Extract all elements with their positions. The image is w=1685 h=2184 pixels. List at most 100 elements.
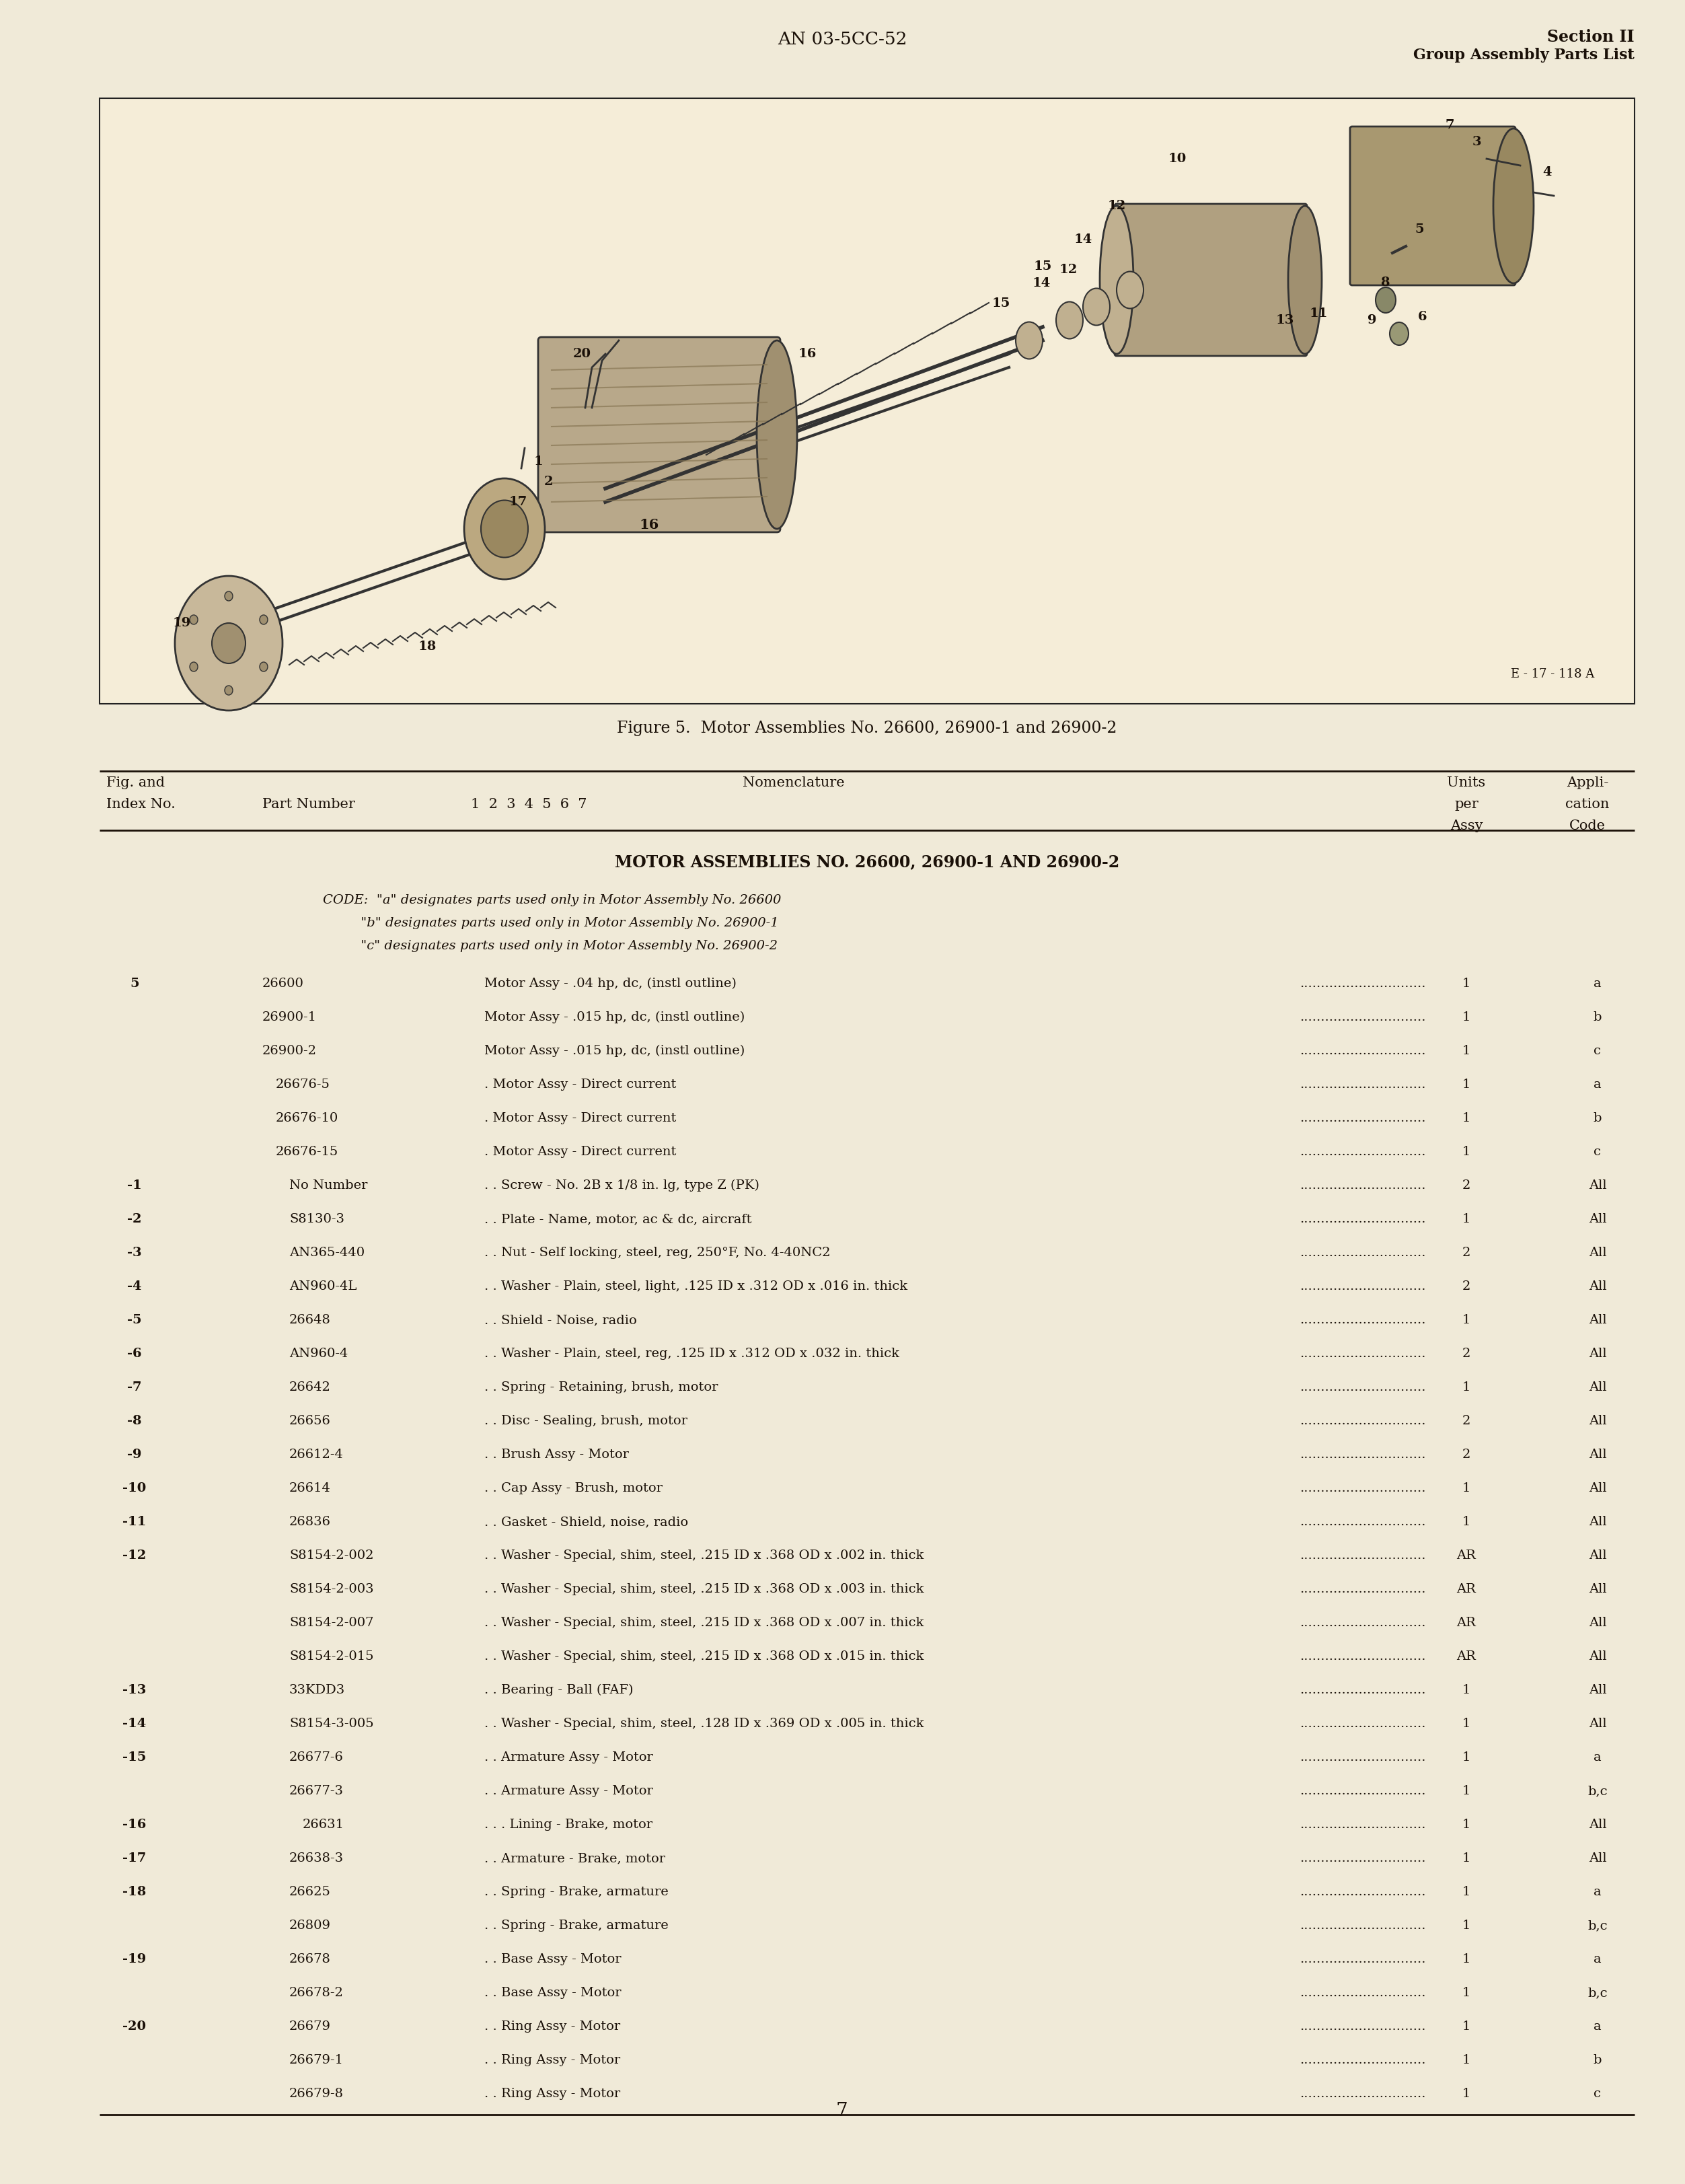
Text: All: All xyxy=(1589,1616,1606,1629)
Text: 12: 12 xyxy=(1060,264,1078,275)
Ellipse shape xyxy=(190,662,197,670)
Text: 18: 18 xyxy=(418,640,436,653)
Text: . . Washer - Special, shim, steel, .215 ID x .368 OD x .015 in. thick: . . Washer - Special, shim, steel, .215 … xyxy=(484,1651,923,1662)
Text: ..............................: .............................. xyxy=(1299,1852,1426,1865)
Text: All: All xyxy=(1589,1548,1606,1562)
Text: S8154-2-003: S8154-2-003 xyxy=(290,1583,374,1594)
Text: 1: 1 xyxy=(1463,1212,1471,1225)
Text: 26809: 26809 xyxy=(290,1920,330,1931)
Text: . . Shield - Noise, radio: . . Shield - Noise, radio xyxy=(484,1315,637,1326)
Text: -2: -2 xyxy=(128,1212,142,1225)
Text: ..............................: .............................. xyxy=(1299,1548,1426,1562)
Text: ..............................: .............................. xyxy=(1299,1380,1426,1393)
Text: AR: AR xyxy=(1456,1616,1476,1629)
Text: 11: 11 xyxy=(1309,308,1328,319)
Text: All: All xyxy=(1589,1684,1606,1697)
Text: . . Plate - Name, motor, ac & dc, aircraft: . . Plate - Name, motor, ac & dc, aircra… xyxy=(484,1212,752,1225)
Text: All: All xyxy=(1589,1415,1606,1426)
Text: . . Washer - Plain, steel, reg, .125 ID x .312 OD x .032 in. thick: . . Washer - Plain, steel, reg, .125 ID … xyxy=(484,1348,900,1361)
Text: -11: -11 xyxy=(123,1516,147,1529)
Text: All: All xyxy=(1589,1348,1606,1361)
Text: 26677-6: 26677-6 xyxy=(290,1752,344,1762)
Text: Group Assembly Parts List: Group Assembly Parts List xyxy=(1414,48,1634,63)
Text: 2: 2 xyxy=(1463,1348,1471,1361)
Text: ..............................: .............................. xyxy=(1299,1684,1426,1697)
Ellipse shape xyxy=(1493,129,1533,284)
Text: 5: 5 xyxy=(1415,223,1424,236)
Text: AN365-440: AN365-440 xyxy=(290,1247,364,1258)
Text: -4: -4 xyxy=(128,1280,142,1293)
Text: a: a xyxy=(1594,1887,1601,1898)
Text: a: a xyxy=(1594,1752,1601,1762)
Text: 14: 14 xyxy=(1033,277,1051,288)
Text: a: a xyxy=(1594,978,1601,989)
Text: . . Spring - Brake, armature: . . Spring - Brake, armature xyxy=(484,1887,669,1898)
Text: 15: 15 xyxy=(1033,260,1051,273)
Text: 1: 1 xyxy=(1463,1920,1471,1931)
Text: Motor Assy - .015 hp, dc, (instl outline): Motor Assy - .015 hp, dc, (instl outline… xyxy=(484,1011,745,1024)
Ellipse shape xyxy=(259,662,268,670)
Text: . . Base Assy - Motor: . . Base Assy - Motor xyxy=(484,1952,622,1966)
Text: AR: AR xyxy=(1456,1583,1476,1594)
Text: S8154-2-015: S8154-2-015 xyxy=(290,1651,374,1662)
Text: ..............................: .............................. xyxy=(1299,1719,1426,1730)
Text: c: c xyxy=(1594,1147,1601,1158)
Text: 1: 1 xyxy=(1463,1011,1471,1024)
Text: ..............................: .............................. xyxy=(1299,1952,1426,1966)
Text: ..............................: .............................. xyxy=(1299,1616,1426,1629)
Ellipse shape xyxy=(212,622,246,664)
Ellipse shape xyxy=(463,478,544,579)
Text: 1: 1 xyxy=(1463,1516,1471,1529)
Text: -1: -1 xyxy=(126,1179,142,1192)
Text: ..............................: .............................. xyxy=(1299,978,1426,989)
Text: . . Spring - Retaining, brush, motor: . . Spring - Retaining, brush, motor xyxy=(484,1380,718,1393)
Text: All: All xyxy=(1589,1247,1606,1258)
Text: 20: 20 xyxy=(573,347,591,360)
Text: 26614: 26614 xyxy=(290,1483,330,1494)
Text: . . Gasket - Shield, noise, radio: . . Gasket - Shield, noise, radio xyxy=(484,1516,687,1529)
Text: 26600: 26600 xyxy=(263,978,303,989)
Text: ..............................: .............................. xyxy=(1299,1752,1426,1762)
Text: 1: 1 xyxy=(1463,1752,1471,1762)
Text: a: a xyxy=(1594,1952,1601,1966)
Text: 5: 5 xyxy=(130,978,140,989)
FancyBboxPatch shape xyxy=(1114,203,1308,356)
Text: 2: 2 xyxy=(1463,1280,1471,1293)
Text: 16: 16 xyxy=(799,347,817,360)
Text: ..............................: .............................. xyxy=(1299,1011,1426,1024)
Text: -6: -6 xyxy=(128,1348,142,1361)
Text: -9: -9 xyxy=(128,1448,142,1461)
Text: 10: 10 xyxy=(1168,153,1186,164)
Text: c: c xyxy=(1594,1044,1601,1057)
Text: 6: 6 xyxy=(1419,310,1427,323)
Text: ..............................: .............................. xyxy=(1299,1516,1426,1529)
Text: 1: 1 xyxy=(1463,2088,1471,2099)
Text: -10: -10 xyxy=(123,1483,147,1494)
Text: 26679-8: 26679-8 xyxy=(290,2088,344,2099)
FancyBboxPatch shape xyxy=(1350,127,1515,286)
Text: . . Ring Assy - Motor: . . Ring Assy - Motor xyxy=(484,2055,620,2066)
Ellipse shape xyxy=(1056,301,1083,339)
Text: ..............................: .............................. xyxy=(1299,1348,1426,1361)
Text: E - 17 - 118 A: E - 17 - 118 A xyxy=(1511,668,1594,679)
Text: 1: 1 xyxy=(1463,1952,1471,1966)
Text: . . Ring Assy - Motor: . . Ring Assy - Motor xyxy=(484,2020,620,2033)
Text: 13: 13 xyxy=(1276,314,1294,325)
Text: 26648: 26648 xyxy=(290,1315,330,1326)
Text: . . Washer - Special, shim, steel, .215 ID x .368 OD x .003 in. thick: . . Washer - Special, shim, steel, .215 … xyxy=(484,1583,923,1594)
Ellipse shape xyxy=(224,592,233,601)
Text: -16: -16 xyxy=(123,1819,147,1830)
Ellipse shape xyxy=(1100,205,1134,354)
Text: 26676-15: 26676-15 xyxy=(276,1147,339,1158)
FancyBboxPatch shape xyxy=(538,336,780,533)
Ellipse shape xyxy=(757,341,797,529)
Text: ..............................: .............................. xyxy=(1299,1079,1426,1090)
Text: All: All xyxy=(1589,1380,1606,1393)
Text: 14: 14 xyxy=(1073,234,1092,245)
Text: . . Armature - Brake, motor: . . Armature - Brake, motor xyxy=(484,1852,666,1865)
Text: Section II: Section II xyxy=(1547,28,1634,46)
Text: a: a xyxy=(1594,2020,1601,2033)
Text: All: All xyxy=(1589,1179,1606,1192)
Text: . . Screw - No. 2B x 1/8 in. lg, type Z (PK): . . Screw - No. 2B x 1/8 in. lg, type Z … xyxy=(484,1179,760,1192)
Text: . . Brush Assy - Motor: . . Brush Assy - Motor xyxy=(484,1448,629,1461)
